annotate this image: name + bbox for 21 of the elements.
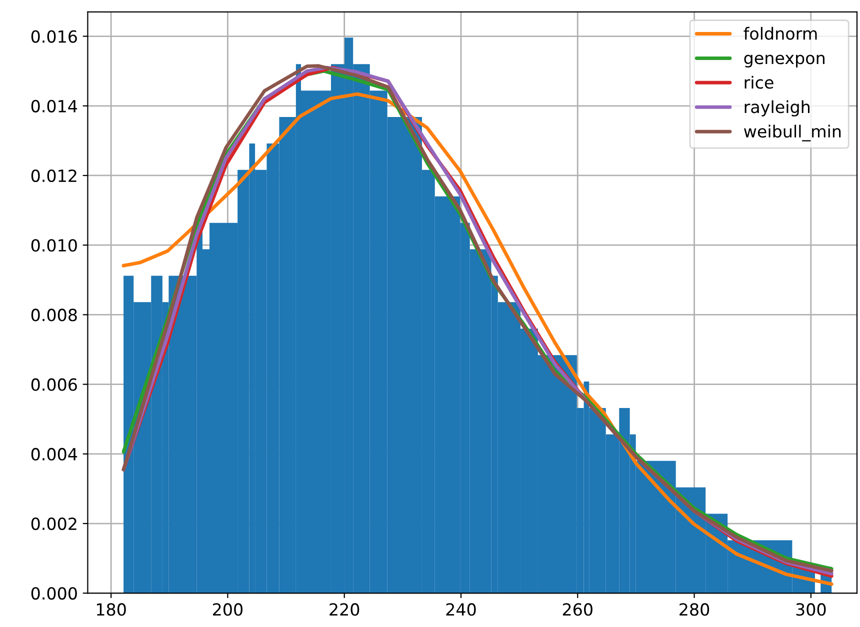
y-tick-label: 0.008 bbox=[31, 308, 77, 322]
x-tick-label: 280 bbox=[680, 603, 710, 616]
legend-label: rice bbox=[744, 76, 774, 89]
legend-label: weibull_min bbox=[744, 124, 841, 142]
legend-label: foldnorm bbox=[744, 26, 817, 40]
x-tick-label: 300 bbox=[796, 603, 826, 616]
y-tick-label: 0.010 bbox=[31, 239, 77, 252]
legend-label: rayleigh bbox=[744, 100, 810, 116]
y-tick-label: 0.006 bbox=[31, 378, 77, 391]
x-tick-label: 220 bbox=[330, 603, 360, 616]
x-tick-label: 200 bbox=[213, 603, 242, 616]
y-tick-label: 0.000 bbox=[31, 587, 77, 600]
y-tick-label: 0.002 bbox=[31, 517, 76, 530]
x-tick-label: 240 bbox=[446, 603, 476, 616]
y-tick-label: 0.014 bbox=[31, 100, 78, 112]
x-tick-label: 180 bbox=[96, 603, 126, 616]
x-tick-label: 260 bbox=[562, 603, 592, 616]
y-tick-label: 0.012 bbox=[31, 169, 76, 182]
y-tick-label: 0.016 bbox=[31, 30, 77, 43]
legend-label: genexpon bbox=[744, 54, 824, 68]
y-tick-label: 0.004 bbox=[31, 448, 78, 460]
